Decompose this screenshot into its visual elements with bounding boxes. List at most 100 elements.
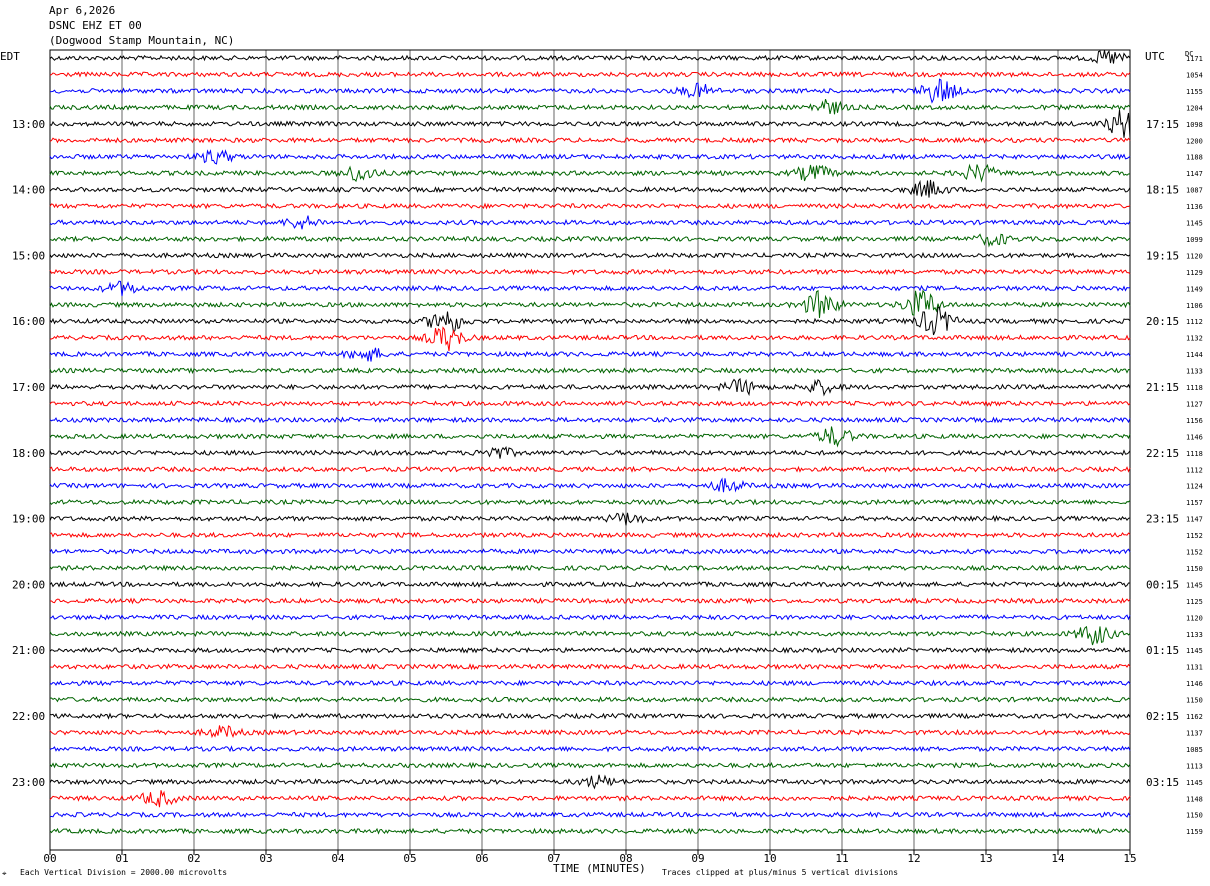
- seismic-trace-26: [49, 465, 1131, 473]
- seismic-trace-36: [49, 625, 1131, 646]
- dc-value: 1120: [1186, 614, 1203, 622]
- right-hour-label: 19:15: [1146, 249, 1179, 262]
- dc-value: 1129: [1186, 269, 1203, 277]
- dc-value: 1200: [1186, 137, 1203, 145]
- seismic-trace-40: [49, 696, 1131, 703]
- seismic-trace-24: [49, 426, 1131, 448]
- clip-note: Traces clipped at plus/minus 5 vertical …: [662, 868, 899, 877]
- x-tick-label: 08: [619, 852, 632, 865]
- dc-value: 1125: [1186, 598, 1203, 606]
- x-tick-label: 01: [115, 852, 128, 865]
- dc-value: 1152: [1186, 532, 1203, 540]
- left-hour-label: 15:00: [12, 249, 45, 262]
- left-hour-label: 23:00: [12, 776, 45, 789]
- left-hour-label: 17:00: [12, 381, 45, 394]
- seismic-trace-4: [49, 99, 1131, 115]
- seismic-trace-18: [49, 326, 1131, 352]
- right-timezone-label: UTC: [1145, 50, 1165, 63]
- x-tick-label: 10: [763, 852, 776, 865]
- left-hour-label: 21:00: [12, 644, 45, 657]
- seismic-trace-11: [49, 215, 1131, 230]
- seismic-trace-12: [49, 233, 1131, 248]
- seismic-trace-23: [49, 416, 1131, 424]
- seismic-trace-17: [49, 306, 1131, 336]
- seismic-trace-30: [49, 531, 1131, 539]
- left-hour-label: 19:00: [12, 513, 45, 526]
- dc-value: 1120: [1186, 252, 1203, 260]
- seismic-trace-44: [49, 761, 1131, 770]
- seismic-trace-34: [49, 597, 1131, 605]
- trace-group: [49, 49, 1131, 835]
- seismic-trace-22: [49, 400, 1131, 407]
- left-hour-label: 13:00: [12, 118, 45, 131]
- right-hour-label: 00:15: [1146, 578, 1179, 591]
- dc-value: 1145: [1186, 220, 1203, 228]
- dc-value: 1147: [1186, 516, 1203, 524]
- dc-value: 1112: [1186, 318, 1203, 326]
- seismic-trace-39: [49, 679, 1131, 687]
- right-hour-label: 22:15: [1146, 447, 1179, 460]
- dc-value: 1155: [1186, 88, 1203, 96]
- seismic-trace-9: [49, 179, 1131, 198]
- right-hour-label: 01:15: [1146, 644, 1179, 657]
- station-location: (Dogwood Stamp Mountain, NC): [49, 34, 235, 47]
- x-tick-label: 00: [43, 852, 56, 865]
- seismic-trace-1: [49, 49, 1131, 64]
- label-group: 00 01 02 03 04 05 06 07 08 09 10 11 12 13 14 1511711054…: [12, 55, 1203, 865]
- grid: [49, 49, 1131, 855]
- seismic-trace-43: [49, 745, 1131, 753]
- x-tick-label: 03: [259, 852, 272, 865]
- seismic-trace-38: [49, 663, 1131, 671]
- x-tick-label: 04: [331, 852, 345, 865]
- left-hour-label: 14:00: [12, 184, 45, 197]
- dc-value: 1136: [1186, 203, 1203, 211]
- seismic-trace-7: [49, 149, 1131, 165]
- seismic-trace-32: [49, 564, 1131, 572]
- x-tick-label: 11: [835, 852, 848, 865]
- right-hour-label: 20:15: [1146, 315, 1179, 328]
- dc-value: 1099: [1186, 236, 1203, 244]
- right-hour-label: 02:15: [1146, 710, 1179, 723]
- x-tick-label: 09: [691, 852, 704, 865]
- left-timezone-label: EDT: [0, 50, 20, 63]
- seismic-trace-46: [49, 790, 1131, 808]
- right-hour-label: 18:15: [1146, 184, 1179, 197]
- x-tick-label: 12: [907, 852, 920, 865]
- dc-value: 1133: [1186, 631, 1203, 639]
- seismic-trace-8: [49, 163, 1131, 183]
- x-tick-label: 05: [403, 852, 416, 865]
- dc-value: 1124: [1186, 483, 1203, 491]
- dc-value: 1085: [1186, 746, 1203, 754]
- dc-value: 1137: [1186, 729, 1203, 737]
- dc-value: 1157: [1186, 499, 1203, 507]
- dc-value: 1144: [1186, 351, 1203, 359]
- x-tick-label: 13: [979, 852, 992, 865]
- seismic-trace-10: [49, 202, 1131, 210]
- left-hour-label: 20:00: [12, 578, 45, 591]
- seismic-trace-3: [49, 78, 1131, 104]
- left-hour-label: 22:00: [12, 710, 45, 723]
- dc-value: 1146: [1186, 680, 1203, 688]
- seismic-trace-41: [49, 712, 1131, 720]
- seismic-trace-29: [49, 512, 1131, 526]
- dc-value: 1145: [1186, 647, 1203, 655]
- dc-value: 1118: [1186, 384, 1203, 392]
- dc-value: 1113: [1186, 762, 1203, 770]
- seismic-trace-19: [49, 347, 1131, 362]
- right-hour-label: 03:15: [1146, 776, 1179, 789]
- dc-value: 1147: [1186, 170, 1203, 178]
- x-tick-label: 14: [1051, 852, 1065, 865]
- seismic-trace-31: [49, 548, 1131, 555]
- dc-column-label: DC: [1185, 50, 1194, 58]
- dc-value: 1188: [1186, 154, 1203, 162]
- dc-value: 1118: [1186, 450, 1203, 458]
- seismic-trace-25: [49, 446, 1131, 459]
- dc-value: 1106: [1186, 302, 1203, 310]
- dc-value: 1171: [1186, 55, 1203, 63]
- dc-value: 1150: [1186, 565, 1203, 573]
- station-code: DSNC EHZ ET 00: [49, 19, 142, 32]
- dc-value: 1150: [1186, 697, 1203, 705]
- dc-value: 1127: [1186, 400, 1203, 408]
- seismic-trace-42: [49, 725, 1131, 739]
